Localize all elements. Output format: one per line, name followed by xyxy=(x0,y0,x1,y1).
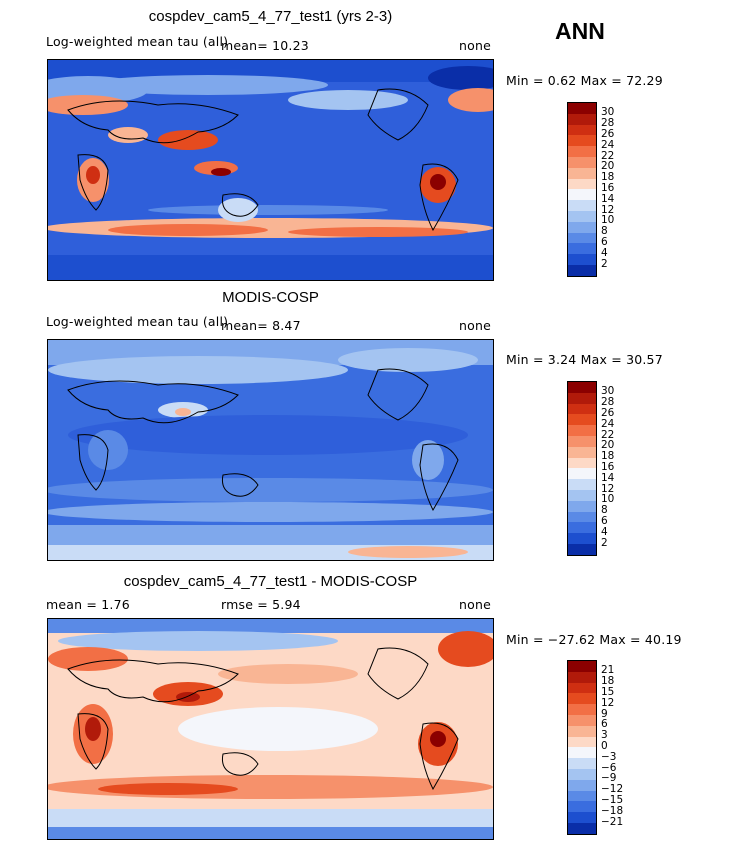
panel3-minmax: Min = −27.62 Max = 40.19 xyxy=(506,632,682,647)
panel3-map xyxy=(47,618,494,840)
colorbar-tick: 16 xyxy=(601,182,615,194)
panel1-map-field xyxy=(48,60,493,280)
panel3-mean: mean = 1.76 xyxy=(46,597,130,612)
colorbar-tick: −15 xyxy=(601,794,624,806)
panel1-colorbar-labels: 30 28 26 24 22 20 18 16 14 12 10 8 6 4 2 xyxy=(601,102,631,275)
colorbar-tick: 18 xyxy=(601,450,615,462)
colorbar-tick: 28 xyxy=(601,396,615,408)
panel1-colorbar xyxy=(567,102,597,277)
panel2-title: MODIS-COSP xyxy=(222,289,319,306)
colorbar-tick: 16 xyxy=(601,461,615,473)
colorbar-tick: 10 xyxy=(601,214,615,226)
colorbar-tick: 26 xyxy=(601,407,615,419)
colorbar-tick: 4 xyxy=(601,247,608,259)
panel3-title: cospdev_cam5_4_77_test1 - MODIS-COSP xyxy=(123,573,418,590)
panel1-minmax: Min = 0.62 Max = 72.29 xyxy=(506,73,663,88)
panel2-map xyxy=(47,339,494,561)
colorbar-tick: 9 xyxy=(601,708,608,720)
colorbar-tick: 30 xyxy=(601,385,615,397)
colorbar-tick: 21 xyxy=(601,664,615,676)
colorbar-tick: 12 xyxy=(601,204,615,216)
colorbar-tick: 14 xyxy=(601,472,615,484)
colorbar-tick: −21 xyxy=(601,816,624,828)
colorbar-tick: 10 xyxy=(601,493,615,505)
colorbar-tick: 20 xyxy=(601,439,615,451)
panel3-colorbar-labels: 21 18 15 12 9 6 3 0 −3 −6 −9 −12 −15 −18… xyxy=(601,660,641,833)
season-label: ANN xyxy=(555,18,605,44)
colorbar-tick: 30 xyxy=(601,106,615,118)
colorbar-tick: 28 xyxy=(601,117,615,129)
panel2-colorbar-labels: 30 28 26 24 22 20 18 16 14 12 10 8 6 4 2 xyxy=(601,381,631,554)
panel1-map xyxy=(47,59,494,281)
colorbar-tick: 2 xyxy=(601,537,608,549)
panel1-units: none xyxy=(459,38,491,53)
colorbar-tick: −12 xyxy=(601,783,624,795)
panel3-units: none xyxy=(459,597,491,612)
colorbar-tick: −18 xyxy=(601,805,624,817)
panel2-mean: mean= 8.47 xyxy=(221,318,301,333)
panel3-rmse: rmse = 5.94 xyxy=(221,597,301,612)
panel3-map-field xyxy=(48,619,493,839)
colorbar-tick: 24 xyxy=(601,139,615,151)
colorbar-tick: −9 xyxy=(601,772,617,784)
panel2-variable-label: Log-weighted mean tau (all) xyxy=(46,314,229,329)
colorbar-tick: 8 xyxy=(601,504,608,516)
colorbar-tick: 6 xyxy=(601,515,608,527)
panel2-colorbar xyxy=(567,381,597,556)
colorbar-tick: 20 xyxy=(601,160,615,172)
colorbar-tick: 14 xyxy=(601,193,615,205)
colorbar-tick: 26 xyxy=(601,128,615,140)
panel3-colorbar xyxy=(567,660,597,835)
colorbar-tick: 22 xyxy=(601,150,615,162)
colorbar-tick: 2 xyxy=(601,258,608,270)
colorbar-tick: 8 xyxy=(601,225,608,237)
colorbar-tick: −6 xyxy=(601,762,617,774)
panel2-units: none xyxy=(459,318,491,333)
panel2-minmax: Min = 3.24 Max = 30.57 xyxy=(506,352,663,367)
colorbar-tick: 12 xyxy=(601,483,615,495)
panel1-variable-label: Log-weighted mean tau (all) xyxy=(46,34,229,49)
panel2-map-field xyxy=(48,340,493,560)
panel1-mean: mean= 10.23 xyxy=(221,38,309,53)
colorbar-tick: 18 xyxy=(601,675,615,687)
colorbar-tick: 3 xyxy=(601,729,608,741)
panel1-title: cospdev_cam5_4_77_test1 (yrs 2-3) xyxy=(148,8,393,25)
colorbar-tick: 18 xyxy=(601,171,615,183)
colorbar-tick: 4 xyxy=(601,526,608,538)
colorbar-tick: −3 xyxy=(601,751,617,763)
colorbar-tick: 6 xyxy=(601,236,608,248)
colorbar-tick: 6 xyxy=(601,718,608,730)
colorbar-tick: 12 xyxy=(601,697,615,709)
colorbar-tick: 24 xyxy=(601,418,615,430)
colorbar-tick: 0 xyxy=(601,740,608,752)
colorbar-tick: 22 xyxy=(601,429,615,441)
colorbar-tick: 15 xyxy=(601,686,615,698)
